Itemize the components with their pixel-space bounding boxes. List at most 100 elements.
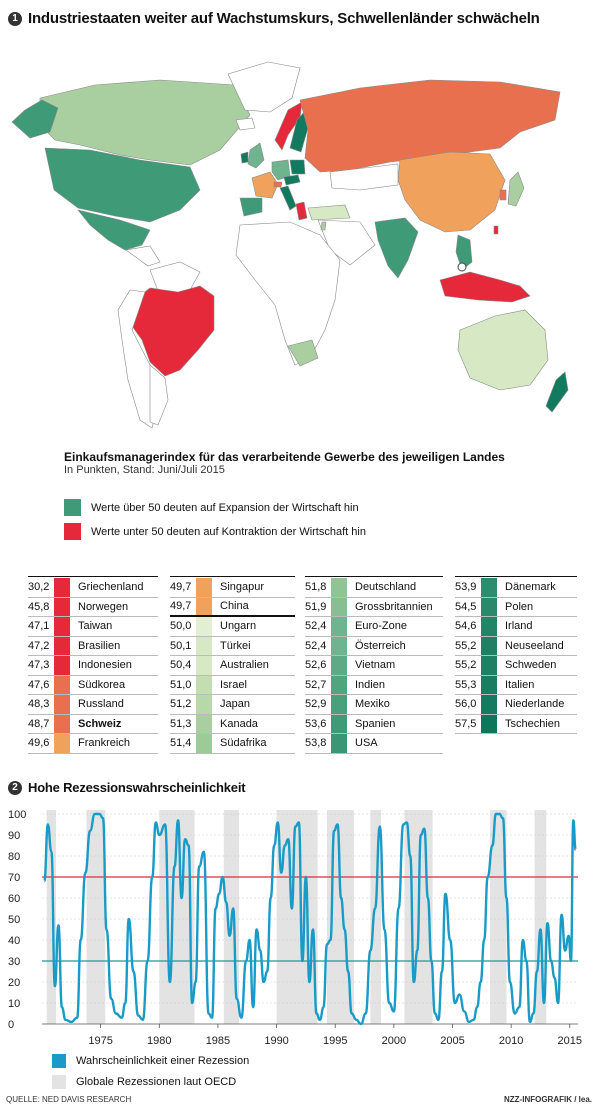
country-ireland	[240, 151, 249, 164]
pmi-color-swatch	[331, 597, 347, 616]
country-greece	[295, 201, 308, 221]
recession-band	[276, 810, 318, 1024]
legend-contraction-label: Werte unter 50 deuten auf Kontraktion de…	[91, 525, 366, 538]
x-tick-label: 1980	[147, 1035, 171, 1047]
table-column-3: 51,8 Deutschland 51,9 Grossbritannien 52,4 Eu…	[305, 578, 443, 754]
pmi-value: 51,9	[305, 600, 327, 613]
country-name: Südkorea	[78, 678, 126, 691]
table-row: 55,2 Neuseeland	[455, 636, 577, 656]
recession-band	[86, 810, 106, 1024]
pmi-value: 55,3	[455, 678, 477, 691]
table-row: 47,1 Taiwan	[28, 617, 158, 637]
pmi-color-swatch	[196, 714, 212, 733]
table-row: 51,3 Kanada	[170, 714, 295, 734]
country-name: Indonesien	[78, 659, 132, 672]
pmi-color-swatch	[54, 734, 70, 753]
pmi-color-swatch	[481, 675, 497, 694]
legend-contraction-swatch	[64, 523, 81, 540]
y-tick-label: 40	[8, 935, 20, 947]
pmi-color-swatch	[196, 578, 212, 597]
pmi-color-swatch	[331, 578, 347, 597]
recession-band	[534, 810, 547, 1024]
country-turkey	[307, 204, 351, 221]
y-tick-label: 50	[8, 914, 20, 926]
world-map	[11, 61, 569, 429]
pmi-value: 51,8	[305, 581, 327, 594]
chart-legend-probability-swatch	[52, 1054, 66, 1068]
pmi-color-swatch	[481, 714, 497, 733]
pmi-color-swatch	[54, 636, 70, 655]
table-row: 52,6 Vietnam	[305, 656, 443, 676]
country-name: Indien	[355, 678, 385, 691]
index-title: Einkaufsmanagerindex für das verarbeiten…	[64, 450, 505, 464]
country-switzerland	[273, 181, 283, 188]
country-name: Italien	[505, 678, 535, 691]
y-tick-label: 20	[8, 977, 20, 989]
table-row: 54,5 Polen	[455, 597, 577, 617]
table-row: 47,3 Indonesien	[28, 656, 158, 676]
country-mexico	[77, 209, 151, 251]
pmi-value: 51,4	[170, 737, 192, 750]
series-line-recession-probability	[43, 812, 577, 1026]
country-name: Neuseeland	[505, 639, 564, 652]
table-row: 51,9 Grossbritannien	[305, 597, 443, 617]
country-usa	[44, 147, 201, 223]
pmi-value: 51,0	[170, 678, 192, 691]
pmi-value: 54,5	[455, 600, 477, 613]
pmi-color-swatch	[54, 675, 70, 694]
pmi-value: 49,6	[28, 737, 50, 750]
x-tick-label: 1985	[206, 1035, 230, 1047]
table-row: 55,3 Italien	[455, 675, 577, 695]
table-top-rule	[455, 576, 577, 577]
country-greenland	[227, 61, 301, 113]
country-spain	[239, 197, 263, 217]
country-name: Irland	[505, 620, 533, 633]
country-africa	[235, 221, 341, 366]
y-tick-label: 30	[8, 956, 20, 968]
country-name: Schweden	[505, 659, 557, 672]
y-tick-label: 0	[8, 1019, 14, 1031]
country-name: Spanien	[355, 717, 396, 730]
table-column-2: 49,7 Singapur 49,7 China 50,0 Ungarn 50,1 Türke…	[170, 578, 295, 754]
country-name: Frankreich	[78, 737, 130, 750]
country-name: Kanada	[220, 717, 258, 730]
table-row: 52,4 Österreich	[305, 636, 443, 656]
table-row: 53,6 Spanien	[305, 714, 443, 734]
pmi-value: 53,6	[305, 717, 327, 730]
singapore-marker-icon	[457, 262, 467, 272]
pmi-value: 47,6	[28, 678, 50, 691]
pmi-color-swatch	[481, 656, 497, 675]
country-south-korea	[499, 189, 507, 201]
country-name: Polen	[505, 600, 534, 613]
country-italy	[279, 185, 297, 211]
pmi-value: 49,7	[170, 581, 192, 594]
pmi-color-swatch	[196, 734, 212, 753]
country-poland	[289, 159, 306, 175]
country-name: Griechenland	[78, 581, 144, 594]
table-row: 51,2 Japan	[170, 695, 295, 715]
table-row: 45,8 Norwegen	[28, 597, 158, 617]
y-tick-label: 60	[8, 893, 20, 905]
pmi-value: 56,0	[455, 698, 477, 711]
country-name: Tschechien	[505, 717, 561, 730]
x-tick-label: 1975	[88, 1035, 112, 1047]
country-alaska	[11, 99, 59, 139]
pmi-value: 52,9	[305, 698, 327, 711]
table-row: 57,5 Tschechien	[455, 714, 577, 734]
pmi-color-swatch	[481, 617, 497, 636]
recession-band	[370, 810, 381, 1024]
pmi-value: 45,8	[28, 600, 50, 613]
section-2-header: 2 Hohe Rezessionswahrscheinlichkeit	[8, 780, 246, 795]
country-name: Israel	[220, 678, 247, 691]
pmi-color-swatch	[481, 636, 497, 655]
table-row: 52,9 Mexiko	[305, 695, 443, 715]
country-name: Mexiko	[355, 698, 390, 711]
country-name: Ungarn	[220, 620, 257, 633]
table-row: 50,4 Australien	[170, 656, 295, 676]
x-tick-label: 2010	[499, 1035, 523, 1047]
table-top-rule	[305, 576, 443, 577]
section-1-header: 1 Industriestaaten weiter auf Wachstumsk…	[8, 10, 540, 27]
pmi-value: 53,8	[305, 737, 327, 750]
table-row: 53,9 Dänemark	[455, 578, 577, 598]
pmi-value: 52,4	[305, 639, 327, 652]
